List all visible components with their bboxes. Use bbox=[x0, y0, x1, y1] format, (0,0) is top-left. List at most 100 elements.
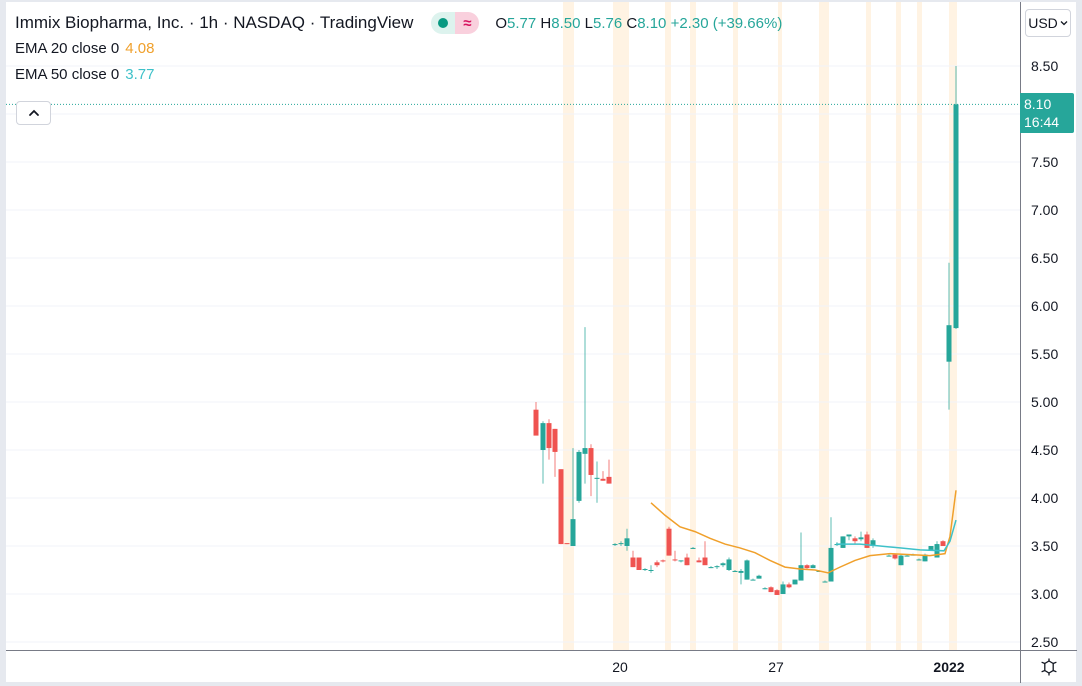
candle-body[interactable] bbox=[612, 544, 618, 546]
collapse-legend-button[interactable] bbox=[16, 101, 51, 125]
candle-body[interactable] bbox=[774, 590, 780, 595]
candle-body[interactable] bbox=[594, 477, 600, 479]
ohlc-values: O5.77 H8.50 L5.76 C8.10 +2.30 (+39.66%) bbox=[495, 15, 782, 32]
window-edge bbox=[0, 0, 6, 686]
candle-body[interactable] bbox=[904, 555, 910, 557]
candle-body[interactable] bbox=[810, 565, 816, 569]
candle-body[interactable] bbox=[696, 560, 702, 563]
candle-body[interactable] bbox=[898, 555, 904, 566]
indicator-ema20[interactable]: EMA 20 close 0 4.08 bbox=[15, 36, 782, 62]
candle-body[interactable] bbox=[552, 428, 558, 452]
open-value: 5.77 bbox=[507, 14, 537, 32]
price-axis[interactable]: 8.50 7.50 7.00 6.50 6.00 5.50 5.00 4.50 4.00 3.50… bbox=[1020, 2, 1077, 650]
candle-body[interactable] bbox=[576, 451, 582, 501]
candle-body[interactable] bbox=[798, 565, 804, 581]
candle-body[interactable] bbox=[804, 565, 810, 569]
change-value: +2.30 (+39.66%) bbox=[670, 14, 783, 32]
session-break-band bbox=[563, 2, 574, 650]
candle-body[interactable] bbox=[792, 579, 798, 585]
candle-body[interactable] bbox=[726, 559, 732, 570]
candle-body[interactable] bbox=[738, 570, 744, 573]
candle-body[interactable] bbox=[564, 543, 570, 545]
candle-body[interactable] bbox=[684, 557, 690, 566]
candle-body[interactable] bbox=[892, 554, 898, 559]
candle-body[interactable] bbox=[840, 536, 846, 548]
indicator-value: 4.08 bbox=[125, 40, 155, 57]
candle-body[interactable] bbox=[714, 566, 720, 568]
indicator-ema50[interactable]: EMA 50 close 0 3.77 bbox=[15, 62, 782, 88]
candle-body[interactable] bbox=[858, 537, 864, 540]
price-tick-label: 2.50 bbox=[1031, 634, 1059, 650]
candle-body[interactable] bbox=[846, 534, 852, 537]
candle-body[interactable] bbox=[922, 554, 928, 562]
candle-body[interactable] bbox=[828, 547, 834, 582]
candle-body[interactable] bbox=[588, 448, 594, 475]
session-break-band bbox=[778, 2, 782, 650]
price-tick-label: 4.00 bbox=[1031, 490, 1059, 506]
candle-body[interactable] bbox=[822, 581, 828, 583]
ema-line bbox=[650, 490, 957, 574]
candle-body[interactable] bbox=[864, 534, 870, 548]
candlestick-chart[interactable] bbox=[6, 2, 1020, 650]
open-label: O bbox=[495, 14, 508, 32]
session-break-band bbox=[819, 2, 829, 650]
candle-body[interactable] bbox=[600, 478, 606, 481]
candle-body[interactable] bbox=[756, 575, 762, 579]
candle-body[interactable] bbox=[953, 104, 959, 329]
candle-body[interactable] bbox=[720, 563, 726, 566]
chevron-down-icon bbox=[1060, 21, 1068, 26]
currency-selector[interactable]: USD bbox=[1025, 9, 1071, 37]
bar-countdown: 16:44 bbox=[1024, 114, 1060, 130]
time-tick-label: 27 bbox=[768, 659, 784, 675]
candle-body[interactable] bbox=[768, 587, 774, 593]
candle-body[interactable] bbox=[946, 325, 952, 362]
last-price-value: 8.10 bbox=[1024, 96, 1052, 112]
market-status[interactable]: ≈ bbox=[431, 12, 480, 34]
candle-body[interactable] bbox=[786, 584, 792, 588]
chart-container[interactable]: Immix Biopharma, Inc. · 1h · NASDAQ · Tr… bbox=[6, 2, 1077, 683]
candle-body[interactable] bbox=[870, 540, 876, 546]
candle-body[interactable] bbox=[678, 560, 684, 562]
candle-body[interactable] bbox=[916, 559, 922, 561]
candle-body[interactable] bbox=[582, 448, 588, 454]
time-axis[interactable]: 20 27 2022 bbox=[6, 650, 1020, 683]
chevron-up-icon bbox=[28, 109, 39, 116]
candle-body[interactable] bbox=[708, 567, 714, 569]
candle-body[interactable] bbox=[606, 476, 612, 484]
candle-body[interactable] bbox=[886, 555, 892, 557]
candle-body[interactable] bbox=[648, 570, 654, 571]
candle-body[interactable] bbox=[702, 557, 708, 566]
data-delayed-icon[interactable]: ≈ bbox=[455, 12, 480, 34]
candle-body[interactable] bbox=[558, 469, 564, 545]
candle-body[interactable] bbox=[762, 588, 768, 590]
chart-settings-button[interactable] bbox=[1020, 650, 1077, 683]
candle-body[interactable] bbox=[540, 423, 546, 450]
candle-body[interactable] bbox=[624, 538, 630, 546]
price-tick-label: 6.00 bbox=[1031, 298, 1059, 314]
candle-body[interactable] bbox=[636, 557, 642, 570]
symbol-title[interactable]: Immix Biopharma, Inc. · 1h · NASDAQ · Tr… bbox=[15, 13, 414, 32]
chart-plot-area[interactable] bbox=[6, 2, 1020, 650]
candle-body[interactable] bbox=[618, 543, 624, 545]
candle-body[interactable] bbox=[750, 579, 756, 581]
candle-body[interactable] bbox=[852, 538, 858, 542]
candle-body[interactable] bbox=[928, 546, 934, 551]
candle-body[interactable] bbox=[780, 584, 786, 594]
candle-body[interactable] bbox=[666, 528, 672, 556]
candle-body[interactable] bbox=[672, 559, 678, 561]
session-break-band bbox=[733, 2, 738, 650]
candle-body[interactable] bbox=[744, 560, 750, 580]
close-value: 8.10 bbox=[637, 14, 667, 32]
candle-body[interactable] bbox=[533, 409, 539, 436]
market-open-dot-icon[interactable] bbox=[431, 12, 456, 34]
candle-body[interactable] bbox=[940, 541, 946, 546]
price-tick-label: 4.50 bbox=[1031, 442, 1059, 458]
candle-body[interactable] bbox=[642, 569, 648, 571]
candle-body[interactable] bbox=[660, 560, 666, 562]
candle-body[interactable] bbox=[690, 547, 696, 549]
candle-body[interactable] bbox=[654, 562, 660, 566]
candle-body[interactable] bbox=[630, 557, 636, 568]
candle-body[interactable] bbox=[732, 570, 738, 572]
candle-body[interactable] bbox=[546, 423, 552, 449]
candle-body[interactable] bbox=[570, 519, 576, 546]
